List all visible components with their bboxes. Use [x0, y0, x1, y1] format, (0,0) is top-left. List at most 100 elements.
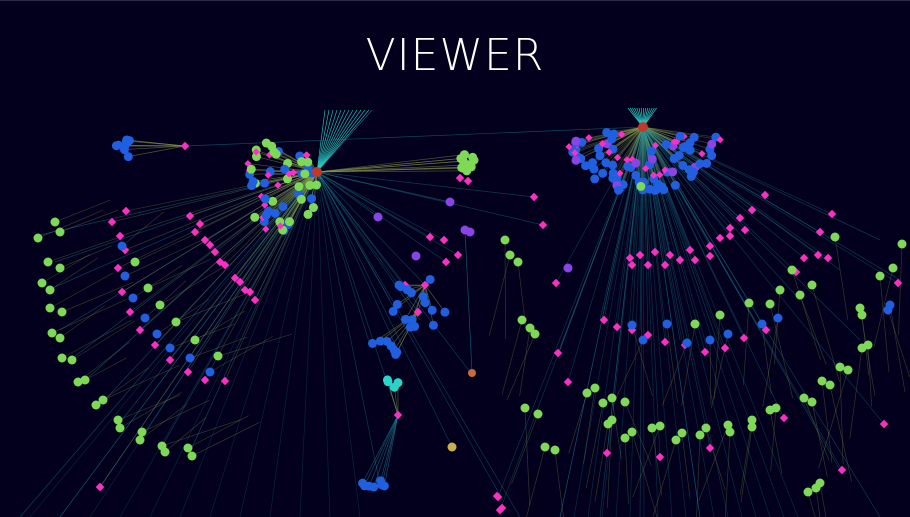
graph-node[interactable]: [571, 136, 581, 146]
graph-connector-node[interactable]: [715, 233, 725, 243]
graph-node[interactable]: [261, 138, 271, 148]
graph-connector-node[interactable]: [551, 278, 561, 288]
graph-node[interactable]: [183, 443, 193, 453]
graph-node[interactable]: [250, 212, 260, 222]
graph-connector-node[interactable]: [262, 225, 270, 233]
graph-connector-node[interactable]: [220, 376, 230, 386]
graph-node[interactable]: [160, 447, 170, 457]
graph-connector-node[interactable]: [627, 260, 637, 270]
graph-connector-node[interactable]: [655, 452, 665, 462]
graph-node[interactable]: [271, 149, 281, 159]
graph-node[interactable]: [505, 250, 515, 260]
graph-node[interactable]: [45, 303, 55, 313]
graph-node[interactable]: [260, 178, 270, 188]
graph-node[interactable]: [671, 435, 681, 445]
graph-connector-node[interactable]: [113, 263, 123, 273]
graph-node[interactable]: [80, 375, 90, 385]
graph-node[interactable]: [37, 278, 47, 288]
graph-node[interactable]: [607, 393, 617, 403]
graph-node[interactable]: [386, 341, 396, 351]
graph-node[interactable]: [857, 310, 867, 320]
graph-node[interactable]: [817, 376, 827, 386]
graph-node[interactable]: [747, 415, 757, 425]
graph-node[interactable]: [400, 314, 410, 324]
graph-node[interactable]: [594, 144, 604, 154]
graph-node[interactable]: [376, 476, 386, 486]
graph-connector-node[interactable]: [735, 213, 745, 223]
graph-node[interactable]: [123, 152, 133, 162]
graph-connector-node[interactable]: [121, 206, 131, 216]
graph-connector-node[interactable]: [285, 170, 293, 178]
graph-connector-node[interactable]: [200, 235, 210, 245]
graph-node[interactable]: [205, 367, 215, 377]
graph-connector-node[interactable]: [893, 278, 903, 288]
graph-connector-node[interactable]: [274, 181, 282, 189]
graph-node[interactable]: [723, 329, 733, 339]
graph-node[interactable]: [771, 403, 781, 413]
graph-node[interactable]: [775, 285, 785, 295]
graph-connector-node[interactable]: [276, 222, 284, 230]
graph-node[interactable]: [807, 397, 817, 407]
graph-node[interactable]: [391, 349, 401, 359]
graph-node[interactable]: [883, 305, 893, 315]
graph-node[interactable]: [91, 400, 101, 410]
graph-connector-node[interactable]: [625, 253, 635, 263]
graph-connector-node[interactable]: [599, 315, 609, 325]
graph-node[interactable]: [608, 160, 618, 170]
graph-connector-node[interactable]: [739, 333, 749, 343]
graph-node[interactable]: [427, 305, 437, 315]
graph-node[interactable]: [603, 419, 613, 429]
graph-connector-node[interactable]: [120, 245, 130, 255]
graph-node[interactable]: [702, 158, 712, 168]
graph-node[interactable]: [595, 151, 605, 161]
graph-connector-node[interactable]: [740, 225, 750, 235]
graph-node[interactable]: [645, 184, 655, 194]
graph-node[interactable]: [268, 196, 278, 206]
graph-node[interactable]: [294, 182, 304, 192]
graph-connector-node[interactable]: [612, 322, 622, 332]
graph-node[interactable]: [364, 481, 374, 491]
graph-connector-node[interactable]: [598, 140, 606, 148]
graph-connector-node[interactable]: [235, 277, 245, 287]
graph-connector-node[interactable]: [651, 141, 659, 149]
graph-connector-node[interactable]: [705, 251, 715, 261]
graph-node[interactable]: [835, 362, 845, 372]
graph-node[interactable]: [589, 164, 599, 174]
graph-connector-node[interactable]: [413, 307, 423, 317]
graph-node[interactable]: [392, 299, 402, 309]
graph-node[interactable]: [428, 320, 438, 330]
graph-node[interactable]: [500, 235, 510, 245]
graph-node[interactable]: [675, 131, 685, 141]
graph-connector-node[interactable]: [195, 219, 205, 229]
graph-node[interactable]: [128, 293, 138, 303]
graph-node[interactable]: [425, 274, 435, 284]
graph-node[interactable]: [773, 313, 783, 323]
graph-node[interactable]: [305, 180, 315, 190]
graph-node[interactable]: [375, 336, 385, 346]
graph-node[interactable]: [307, 194, 317, 204]
graph-node[interactable]: [137, 427, 147, 437]
graph-node[interactable]: [308, 203, 318, 213]
graph-node[interactable]: [677, 428, 687, 438]
graph-connector-node[interactable]: [725, 231, 735, 241]
graph-connector-node[interactable]: [616, 169, 624, 177]
graph-node[interactable]: [636, 181, 646, 191]
graph-node[interactable]: [120, 271, 130, 281]
graph-connector-node[interactable]: [439, 235, 449, 245]
graph-connector-node[interactable]: [453, 250, 463, 260]
graph-node[interactable]: [690, 319, 700, 329]
graph-node[interactable]: [130, 257, 140, 267]
graph-connector-node[interactable]: [716, 136, 724, 144]
graph-node[interactable]: [246, 164, 256, 174]
graph-connector-node[interactable]: [210, 247, 220, 257]
graph-connector-node[interactable]: [650, 171, 658, 179]
graph-node[interactable]: [659, 185, 669, 195]
graph-node[interactable]: [888, 263, 898, 273]
graph-connector-node[interactable]: [538, 220, 548, 230]
graph-connector-node[interactable]: [200, 375, 210, 385]
graph-node[interactable]: [468, 369, 476, 377]
graph-connector-node[interactable]: [250, 295, 260, 305]
graph-node[interactable]: [678, 160, 688, 170]
graph-node[interactable]: [682, 338, 692, 348]
graph-connector-node[interactable]: [125, 307, 135, 317]
